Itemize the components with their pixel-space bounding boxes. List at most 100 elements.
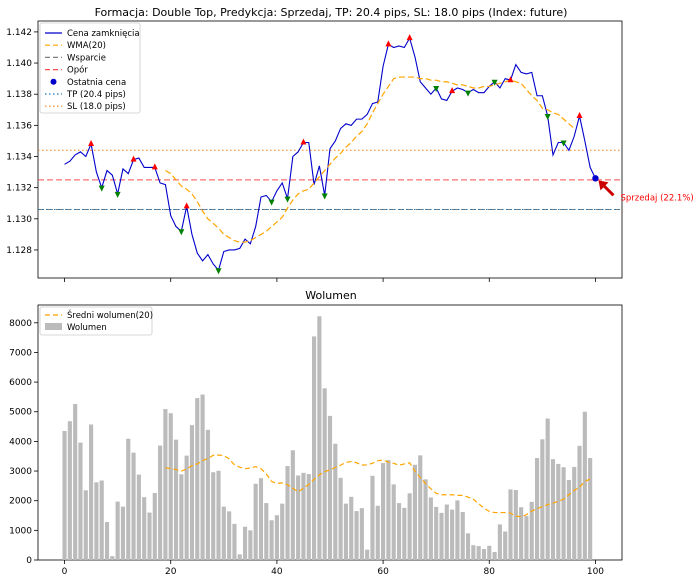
volume-bar: [439, 512, 444, 560]
volume-bar: [131, 452, 136, 560]
volume-bar: [248, 530, 253, 560]
y-tick-label: 1000: [9, 526, 32, 536]
volume-bar: [184, 455, 189, 560]
volume-bar: [487, 545, 492, 560]
y-tick-label: 6000: [9, 378, 32, 388]
x-tick-label: 60: [377, 567, 389, 577]
volume-bar: [476, 546, 481, 560]
volume-bar: [534, 458, 540, 560]
volume-bar: [142, 497, 147, 560]
legend-label: TP (20.4 pips): [66, 90, 126, 100]
volume-bar: [173, 439, 179, 560]
volume-plot-content: [62, 316, 593, 560]
volume-bar: [556, 463, 561, 560]
peak-marker: [406, 34, 413, 41]
trough-marker: [268, 199, 275, 206]
volume-bar: [205, 429, 210, 560]
volume-bar: [163, 409, 168, 560]
y-tick-label: 1.130: [6, 215, 32, 225]
volume-bar: [242, 526, 248, 560]
y-tick-label: 8000: [9, 319, 32, 329]
volume-bar: [450, 509, 455, 560]
volume-bar: [195, 398, 200, 560]
x-tick-label: 40: [271, 567, 283, 577]
x-tick-label: 0: [62, 567, 68, 577]
volume-bar: [508, 489, 513, 560]
volume-bar: [126, 438, 131, 560]
volume-bar: [529, 501, 534, 560]
y-tick-label: 3000: [9, 467, 32, 477]
volume-bar: [296, 475, 301, 560]
trough-marker: [321, 193, 328, 200]
peak-marker: [576, 112, 583, 119]
y-tick-label: 4000: [9, 437, 32, 447]
peak-marker: [507, 76, 514, 83]
legend-swatch: [45, 323, 62, 330]
volume-bar: [285, 466, 290, 560]
volume-bar: [561, 467, 566, 560]
volume-bar: [381, 463, 386, 560]
volume-bar: [99, 480, 104, 560]
y-tick-label: 7000: [9, 348, 32, 358]
legend-label: SL (18.0 pips): [67, 102, 126, 112]
trough-marker: [178, 229, 185, 236]
legend-label: Cena zamknięcia: [67, 29, 140, 39]
volume-bar: [216, 470, 221, 560]
volume-bar: [136, 474, 141, 560]
volume-bar: [460, 511, 465, 560]
volume-bar: [391, 484, 396, 560]
sell-arrow-head: [598, 180, 609, 191]
volume-bar: [566, 479, 571, 560]
volume-bar: [412, 464, 418, 560]
volume-bar: [115, 501, 120, 560]
volume-bar: [465, 533, 471, 560]
volume-legend: Średni wolumen(20) Wolumen: [39, 306, 153, 336]
volume-bar: [179, 474, 184, 560]
last-price-point: [592, 175, 599, 182]
volume-bar: [110, 556, 115, 560]
volume-bar: [253, 483, 258, 560]
volume-bar: [497, 524, 502, 560]
x-tick-label: 80: [484, 567, 496, 577]
x-tick-label: 100: [587, 567, 604, 577]
volume-bar: [545, 418, 550, 560]
volume-bar: [94, 482, 99, 560]
volume-bar: [338, 477, 343, 560]
legend-label: Opór: [67, 65, 88, 76]
y-tick-label: 1.142: [6, 28, 32, 38]
peak-marker: [300, 138, 307, 145]
peak-marker: [385, 40, 392, 47]
y-tick-label: 1.136: [6, 121, 32, 131]
avg-volume-line: [165, 454, 591, 518]
volume-bar: [354, 511, 359, 560]
volume-bar: [428, 497, 433, 560]
volume-bar: [232, 523, 237, 560]
trough-marker: [491, 79, 498, 86]
volume-bar: [588, 458, 593, 560]
price-axes: 1.128 1.130 1.132 1.134 1.136 1.138 1.140 1.142: [6, 28, 596, 282]
sell-signal-label: Sprzedaj (22.1%): [620, 193, 693, 203]
volume-bar: [524, 516, 529, 560]
trough-marker: [433, 85, 440, 92]
volume-bar: [375, 505, 380, 560]
volume-bar: [269, 520, 274, 560]
volume-bar: [290, 450, 295, 560]
volume-bar: [322, 388, 327, 560]
volume-bar: [280, 503, 285, 560]
volume-bar: [349, 496, 354, 560]
trough-marker: [215, 268, 222, 275]
volume-bar: [365, 549, 370, 560]
volume-bar: [333, 443, 338, 560]
trough-marker: [560, 140, 567, 147]
y-tick-label: 0: [26, 556, 32, 566]
series-line-1: [165, 76, 575, 243]
volume-bar: [200, 394, 205, 560]
y-tick-label: 2000: [9, 497, 32, 507]
volume-bar: [73, 404, 78, 560]
volume-bar: [152, 492, 157, 560]
volume-bar: [481, 549, 487, 560]
y-tick-label: 5000: [9, 408, 32, 418]
peak-marker: [88, 140, 95, 147]
volume-bar: [301, 472, 306, 560]
